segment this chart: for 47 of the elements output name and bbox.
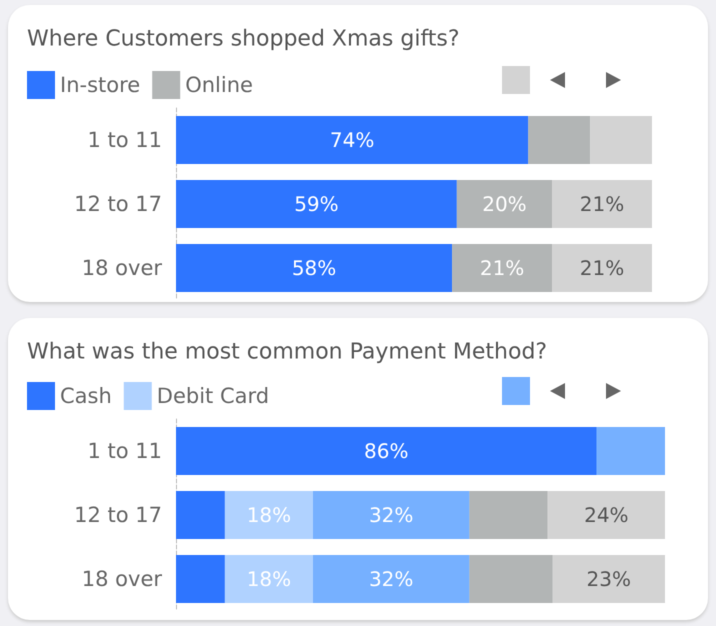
bar	[176, 244, 452, 292]
bar	[548, 491, 665, 539]
bar	[224, 491, 313, 539]
y-tick-label: 18 over	[82, 256, 162, 280]
chart-title: What was the most common Payment Method?	[27, 340, 548, 364]
data-label: 59%	[294, 192, 339, 216]
bar	[176, 427, 597, 475]
data-label: 18%	[246, 503, 292, 527]
legend-label: In-store	[60, 73, 140, 97]
y-tick-label: 1 to 11	[87, 128, 162, 152]
y-tick-label: 18 over	[82, 567, 162, 591]
bar	[452, 244, 552, 292]
y-tick-label: 12 to 17	[74, 503, 162, 527]
y-tick-label: 12 to 17	[74, 192, 162, 216]
bar	[456, 180, 552, 228]
y-tick-label: 1 to 11	[87, 439, 162, 463]
bar	[552, 555, 665, 603]
bar	[176, 491, 225, 539]
data-label: 18%	[246, 567, 292, 591]
bar	[176, 555, 225, 603]
bar	[176, 180, 457, 228]
bar	[590, 116, 652, 164]
data-label: 21%	[480, 256, 524, 280]
bar	[528, 116, 590, 164]
bar	[312, 555, 470, 603]
data-label: 20%	[482, 192, 527, 216]
data-label: 58%	[292, 256, 336, 280]
data-label: 32%	[368, 567, 414, 591]
bar	[469, 491, 548, 539]
legend-label: Online	[185, 73, 253, 97]
data-label: 74%	[330, 128, 374, 152]
bar	[469, 555, 553, 603]
data-label: 21%	[580, 256, 624, 280]
data-label: 23%	[586, 567, 631, 591]
legend-label: Cash	[60, 384, 112, 408]
data-label: 32%	[368, 503, 414, 527]
bar	[552, 180, 652, 228]
bar	[312, 491, 470, 539]
chart-title: Where Customers shopped Xmas gifts?	[27, 26, 460, 52]
bar	[176, 116, 528, 164]
data-label: 86%	[364, 439, 408, 463]
data-label: 24%	[584, 503, 629, 527]
data-label: 21%	[580, 192, 624, 216]
legend-label: Debit Card	[156, 384, 270, 408]
bar	[552, 244, 652, 292]
bar	[224, 555, 313, 603]
bar	[596, 427, 665, 475]
